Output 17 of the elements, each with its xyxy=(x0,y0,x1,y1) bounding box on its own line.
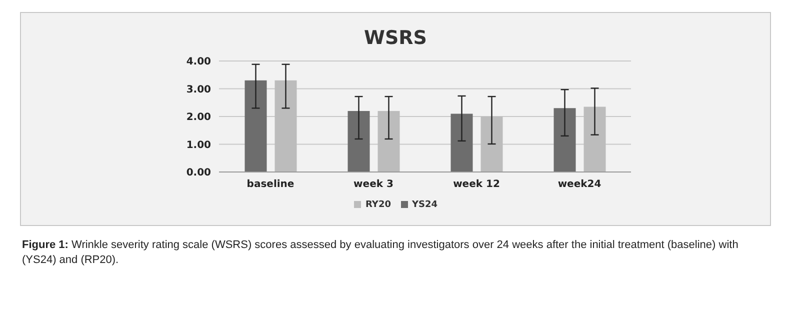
y-tick-label: 2.00 xyxy=(186,112,212,124)
legend-label: RY20 xyxy=(365,200,391,210)
y-tick-label: 3.00 xyxy=(186,84,212,96)
bar xyxy=(554,108,576,172)
y-tick-label: 0.00 xyxy=(186,168,212,179)
y-tick-label: 1.00 xyxy=(186,140,212,151)
legend-label: YS24 xyxy=(412,200,438,210)
x-tick-label: week 12 xyxy=(453,179,500,190)
bar xyxy=(244,80,267,172)
x-tick-label: week 3 xyxy=(354,179,394,190)
y-tick-label: 4.00 xyxy=(186,56,212,68)
x-tick-label: baseline xyxy=(246,179,294,190)
x-tick-label: week24 xyxy=(558,179,602,190)
caption: Figure 1: Wrinkle severity rating scale (WSRS) scores assessed by evaluating investigators over 24 weeks after the initial treatment (baseline) with (YS24) and (RP20). xyxy=(22,238,740,268)
bar xyxy=(348,110,370,172)
bar xyxy=(450,114,473,172)
chart-title: WSRS xyxy=(363,26,428,49)
